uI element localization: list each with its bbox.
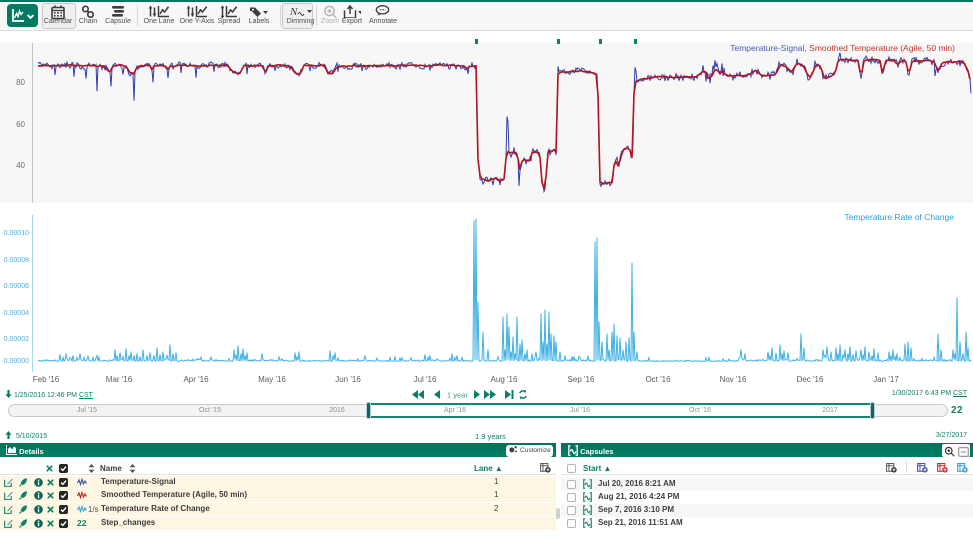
svg-text:N: N (290, 6, 298, 18)
svg-text:1 year: 1 year (447, 391, 468, 400)
